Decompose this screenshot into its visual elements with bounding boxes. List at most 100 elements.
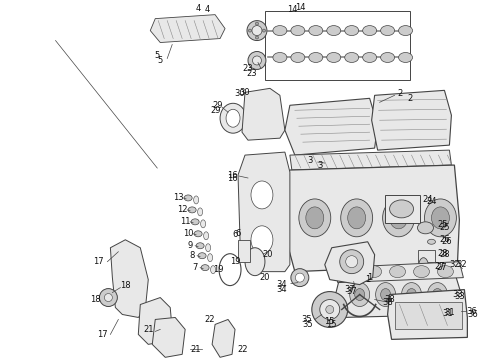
Text: 13: 13 [173, 193, 183, 202]
Ellipse shape [383, 199, 415, 237]
Text: 24: 24 [422, 195, 433, 204]
Polygon shape [238, 152, 290, 272]
Text: 3: 3 [307, 156, 313, 165]
Text: 14: 14 [294, 3, 305, 12]
Text: 7: 7 [193, 263, 198, 272]
Ellipse shape [252, 56, 262, 65]
Bar [385, 195, 419, 223]
Ellipse shape [401, 283, 421, 306]
Text: 31: 31 [444, 308, 455, 317]
Ellipse shape [363, 26, 377, 36]
Ellipse shape [309, 53, 323, 62]
Text: 28: 28 [439, 250, 450, 259]
Ellipse shape [366, 266, 382, 278]
Ellipse shape [312, 292, 348, 328]
Ellipse shape [438, 266, 453, 278]
Text: 27: 27 [436, 263, 447, 272]
Ellipse shape [196, 243, 204, 249]
Text: 12: 12 [177, 206, 188, 215]
Ellipse shape [417, 222, 434, 234]
Ellipse shape [220, 103, 246, 133]
Ellipse shape [204, 232, 209, 240]
Ellipse shape [247, 21, 267, 41]
Text: 32: 32 [456, 260, 466, 269]
Polygon shape [285, 98, 378, 155]
Ellipse shape [381, 53, 394, 62]
Ellipse shape [424, 199, 456, 237]
Ellipse shape [398, 53, 413, 62]
Text: 6: 6 [232, 230, 238, 239]
Text: 38: 38 [382, 298, 393, 307]
Ellipse shape [273, 53, 287, 62]
Text: 11: 11 [180, 217, 191, 226]
Text: 35: 35 [301, 315, 312, 324]
Text: 5: 5 [155, 51, 160, 60]
Text: 1: 1 [367, 273, 372, 282]
Polygon shape [335, 272, 462, 318]
Text: 30: 30 [240, 88, 250, 97]
Polygon shape [290, 150, 451, 170]
Ellipse shape [346, 256, 358, 268]
Ellipse shape [345, 53, 359, 62]
Text: 29: 29 [213, 101, 223, 110]
Ellipse shape [398, 26, 413, 36]
Ellipse shape [201, 265, 209, 271]
Ellipse shape [363, 53, 377, 62]
Ellipse shape [252, 26, 262, 36]
Text: 34: 34 [276, 280, 287, 289]
Ellipse shape [99, 289, 118, 306]
Text: 20: 20 [263, 250, 273, 259]
Text: 22: 22 [205, 315, 215, 324]
Ellipse shape [200, 220, 206, 228]
Ellipse shape [309, 26, 323, 36]
Bar [394, 302, 463, 329]
Ellipse shape [211, 266, 216, 274]
Text: 14: 14 [287, 5, 297, 14]
Polygon shape [138, 298, 172, 345]
Text: 24: 24 [426, 197, 437, 206]
Ellipse shape [291, 26, 305, 36]
Polygon shape [150, 15, 225, 42]
Text: 37: 37 [346, 287, 357, 296]
Text: 38: 38 [384, 295, 395, 304]
Text: 37: 37 [344, 285, 355, 294]
Ellipse shape [350, 283, 369, 306]
Ellipse shape [255, 22, 258, 25]
Text: 8: 8 [190, 251, 195, 260]
Ellipse shape [390, 207, 408, 229]
Text: 23: 23 [243, 64, 253, 73]
Text: 34: 34 [276, 285, 287, 294]
Polygon shape [285, 165, 460, 272]
Text: 1: 1 [365, 275, 370, 284]
Text: 33: 33 [452, 290, 463, 299]
Ellipse shape [327, 26, 341, 36]
Text: 19: 19 [213, 265, 223, 274]
Text: 27: 27 [434, 262, 445, 271]
Text: 22: 22 [238, 345, 248, 354]
Text: 10: 10 [183, 229, 194, 238]
Ellipse shape [427, 283, 447, 306]
Text: 9: 9 [188, 241, 193, 250]
Text: 23: 23 [246, 69, 257, 78]
Ellipse shape [206, 244, 211, 252]
Text: 2: 2 [397, 89, 402, 98]
Ellipse shape [306, 207, 324, 229]
Ellipse shape [255, 36, 258, 39]
Text: 3: 3 [317, 161, 322, 170]
Text: 16: 16 [227, 174, 237, 183]
Text: 31: 31 [442, 309, 453, 318]
Text: 18: 18 [90, 295, 101, 304]
Ellipse shape [245, 248, 265, 276]
Text: 21: 21 [143, 325, 153, 334]
Text: 21: 21 [191, 345, 201, 354]
Text: 4: 4 [204, 5, 210, 14]
Ellipse shape [376, 283, 395, 306]
Text: 36: 36 [466, 307, 477, 316]
Ellipse shape [194, 196, 198, 204]
Ellipse shape [248, 29, 251, 32]
Ellipse shape [208, 254, 213, 262]
Bar [238, 240, 250, 262]
Text: 25: 25 [439, 223, 450, 232]
Ellipse shape [273, 26, 287, 36]
Ellipse shape [251, 226, 273, 254]
